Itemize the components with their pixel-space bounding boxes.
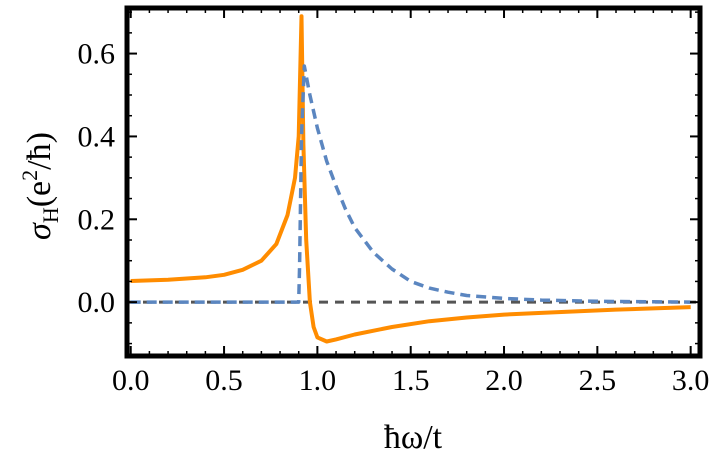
y-tick-label: 0.4 xyxy=(78,120,116,153)
y-label-open: (e xyxy=(21,181,58,207)
axes: 0.0 0.5 1.0 1.5 2.0 2.5 3.0 0.0 0.2 0.4 0.6 xyxy=(78,5,710,397)
x-tick-label: 2.5 xyxy=(579,364,617,397)
x-tick-label: 0.0 xyxy=(112,364,150,397)
x-axis-label: ħω/t xyxy=(384,419,443,456)
x-tick-label: 1.0 xyxy=(299,364,337,397)
y-label-sup: 2 xyxy=(17,170,42,181)
plot-content xyxy=(127,14,700,344)
x-tick-label: 2.0 xyxy=(485,364,523,397)
y-axis-label: σH(e2/ħ) xyxy=(17,132,63,240)
x-tick-label: 1.5 xyxy=(392,364,430,397)
svg-text:σH(e2/ħ): σH(e2/ħ) xyxy=(17,132,63,240)
y-tick-label: 0.2 xyxy=(78,203,116,236)
x-tick-label: 0.5 xyxy=(205,364,243,397)
y-label-sigma: σ xyxy=(21,222,58,240)
x-tick-label: 3.0 xyxy=(672,364,710,397)
y-tick-label: 0.0 xyxy=(78,286,116,319)
y-label-sub: H xyxy=(38,207,63,223)
y-label-close: /ħ) xyxy=(21,132,58,170)
y-tick-label: 0.6 xyxy=(78,38,116,71)
series-line-dashed xyxy=(130,64,691,304)
series-line-solid xyxy=(130,14,691,344)
plot-frame xyxy=(124,5,703,359)
plot-area xyxy=(127,14,700,344)
